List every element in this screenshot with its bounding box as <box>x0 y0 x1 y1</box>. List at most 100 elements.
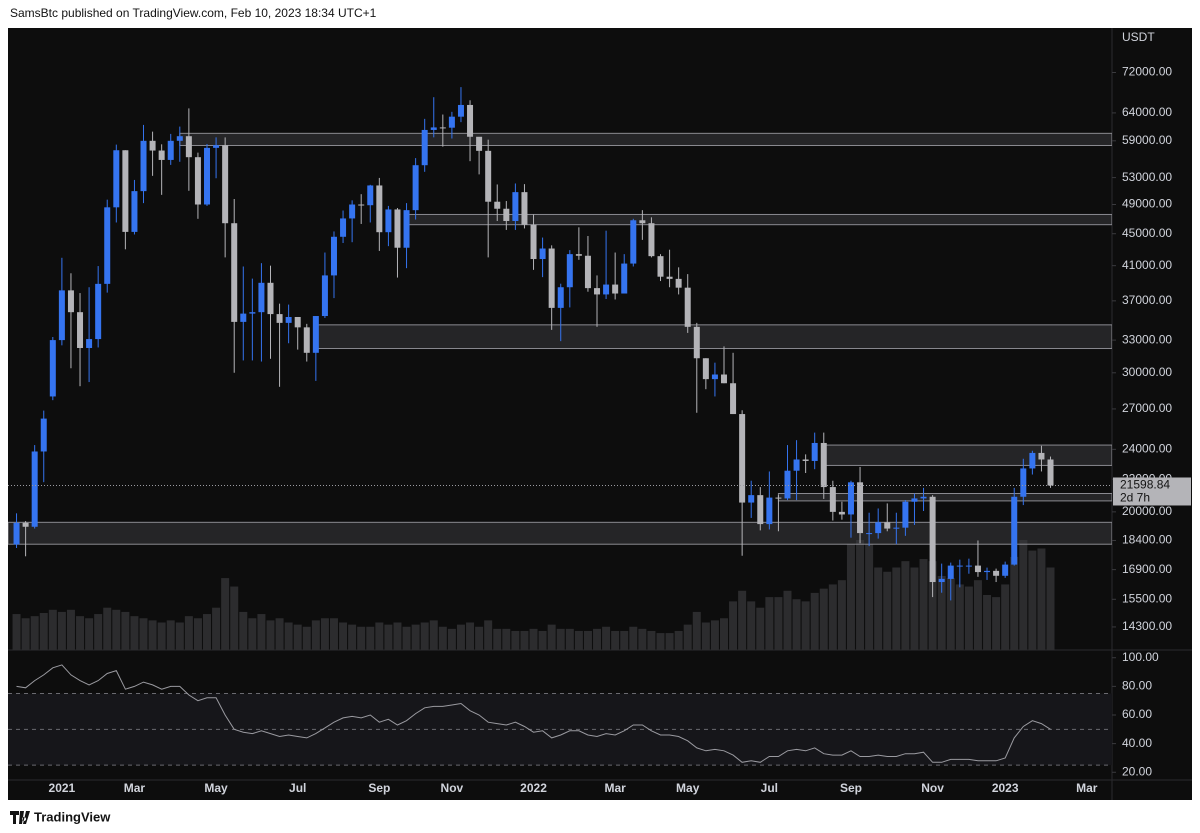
volume-bar <box>420 622 429 650</box>
candle-body <box>457 104 464 117</box>
main-pane <box>8 87 1112 650</box>
y-tick-label: 53000.00 <box>1122 170 1172 184</box>
volume-bar <box>94 614 103 650</box>
x-tick-label: Sep <box>840 781 862 795</box>
candle-body <box>104 207 111 284</box>
candle-body <box>385 209 392 233</box>
candle-body <box>1011 496 1018 565</box>
volume-bar <box>874 567 883 650</box>
volume-bar <box>1046 567 1055 650</box>
candle-body <box>1029 452 1036 469</box>
candle-body <box>866 533 873 535</box>
x-tick-label: Jul <box>761 781 778 795</box>
volume-bar <box>203 614 212 650</box>
volume-bar <box>103 607 112 650</box>
volume-bar <box>48 609 57 650</box>
volume-bar <box>1037 548 1046 650</box>
candle-body <box>539 248 546 260</box>
volume-bar <box>157 622 166 650</box>
volume-bar <box>184 616 193 650</box>
x-tick-label: Nov <box>441 781 464 795</box>
volume-bar <box>1028 550 1037 650</box>
candle-body <box>748 495 755 503</box>
candle-body <box>40 418 47 452</box>
candle-body <box>240 313 247 322</box>
volume-bar <box>856 540 865 650</box>
rsi-line <box>16 664 1051 763</box>
y-tick-label: 14300.00 <box>1122 619 1172 633</box>
y-tick-label: 64000.00 <box>1122 105 1172 119</box>
volume-bar <box>828 584 837 650</box>
volume-bar <box>538 630 547 650</box>
volume-bar <box>257 614 266 650</box>
volume-bar <box>212 607 221 650</box>
volume-bar <box>583 630 592 650</box>
candle-body <box>412 165 419 211</box>
volume-bar <box>937 575 946 650</box>
candle-body <box>612 284 619 294</box>
candle-body <box>222 145 229 224</box>
volume-bar <box>973 580 982 650</box>
candle-body <box>276 314 283 323</box>
volume-bar <box>511 630 520 650</box>
candle-body <box>267 282 274 315</box>
volume-bar <box>547 624 556 650</box>
zone <box>406 213 1112 226</box>
candle-body <box>149 140 156 151</box>
candle-body <box>294 316 301 328</box>
candle-body <box>893 527 900 529</box>
volume-bar <box>946 578 955 650</box>
candle-body <box>1038 452 1045 460</box>
candle-body <box>95 283 102 340</box>
volume-bar <box>1010 556 1019 650</box>
candle-body <box>1020 468 1027 497</box>
candle-body <box>312 316 319 353</box>
volume-bar <box>738 590 747 650</box>
y-tick-label: 49000.00 <box>1122 197 1172 211</box>
volume-bar <box>239 611 248 650</box>
candle-body <box>158 150 165 160</box>
candle-body <box>829 487 836 512</box>
volume-bar <box>275 618 284 650</box>
candle-body <box>630 220 637 264</box>
volume-bar <box>466 622 475 650</box>
y-tick-label: 59000.00 <box>1122 133 1172 147</box>
y-tick-label: 45000.00 <box>1122 226 1172 240</box>
candle-body <box>494 201 501 209</box>
volume-bar <box>112 609 121 650</box>
candle-body <box>739 414 746 503</box>
volume-bar <box>556 628 565 650</box>
candle-body <box>213 145 220 148</box>
candle-body <box>775 497 782 499</box>
candle-body <box>548 248 555 308</box>
volume-bar <box>456 624 465 650</box>
candle-body <box>321 275 328 317</box>
candle-body <box>603 284 610 295</box>
candle-body <box>394 209 401 248</box>
volume-bar <box>21 618 30 650</box>
candle-body <box>86 339 93 348</box>
volume-bar <box>266 620 275 650</box>
volume-bar <box>139 618 148 650</box>
candle-body <box>476 136 483 151</box>
candle-body <box>512 192 519 222</box>
zone <box>8 521 1112 545</box>
candle-body <box>784 470 791 499</box>
candle-body <box>231 223 238 322</box>
volume-bar <box>329 618 338 650</box>
volume-bar <box>475 626 484 650</box>
volume-bar <box>692 611 701 650</box>
zone <box>823 444 1112 466</box>
candle-body <box>875 522 882 534</box>
candle-body <box>285 316 292 323</box>
rsi-tick-label: 60.00 <box>1122 707 1152 721</box>
volume-bar <box>30 616 39 650</box>
volume-bar <box>837 580 846 650</box>
volume-bar <box>638 628 647 650</box>
volume-bar <box>647 630 656 650</box>
candle-body <box>666 276 673 279</box>
candle-body <box>947 565 954 579</box>
volume-bar <box>348 624 357 650</box>
